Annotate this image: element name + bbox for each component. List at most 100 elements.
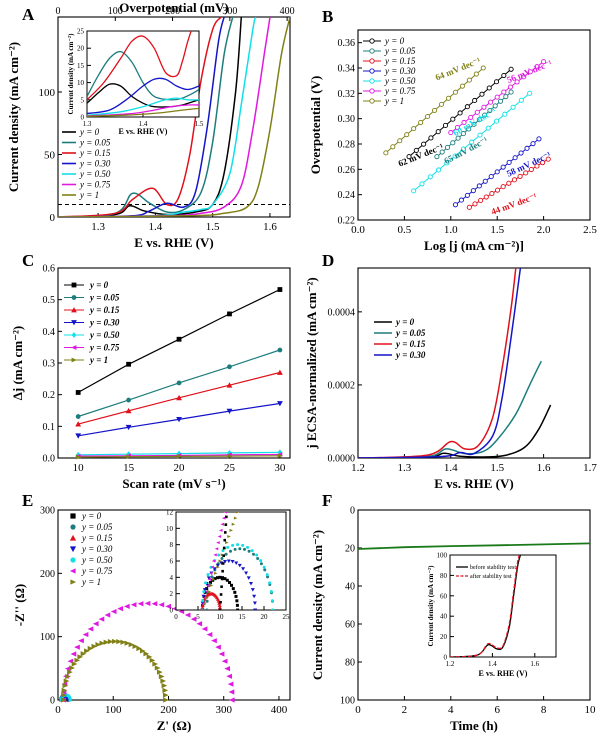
panel-a-xlabel: E vs. RHE (V)	[134, 235, 213, 250]
panel-d-xtick-label: 1.2	[351, 462, 365, 474]
panel-e-inset-data-point	[222, 546, 226, 550]
panel-a-xtick-label: 1.3	[91, 221, 105, 233]
panel-b-data-point	[411, 188, 417, 194]
panel-b-data-point	[545, 156, 551, 162]
panel-b-ytick-label: 0.32	[338, 89, 356, 100]
panel-b-data-point	[404, 132, 410, 138]
panel-f-ytick-label: 100	[340, 696, 355, 707]
panel-b-data-point	[397, 138, 403, 144]
panel-b-data-point	[421, 141, 427, 147]
panel-e-inset-data-point	[252, 594, 257, 599]
panel-c-legend-marker	[71, 282, 77, 288]
panel-e-inset-data-point	[214, 547, 219, 551]
panel-b-ytick-label: 0.28	[338, 140, 356, 151]
panel-e-data-point	[162, 687, 169, 693]
panel-e-legend-marker	[69, 534, 77, 541]
panel-c-data-point	[125, 407, 132, 414]
panel-e-data-point	[163, 697, 169, 703]
panel-e-inset-data-point	[220, 522, 224, 526]
panel-e-inset-data-point	[224, 552, 228, 556]
panel-e-data-point	[211, 638, 217, 644]
panel-d-ytick-label: 0.0002	[328, 380, 356, 391]
panel-b-data-point	[473, 71, 479, 77]
panel-b-data-point	[435, 129, 441, 135]
panel-e-inset-data-point	[211, 577, 216, 581]
panel-e-inset-data-point	[216, 541, 220, 545]
panel-f-inset-plot	[450, 555, 522, 657]
panel-b-xlabel: Log [j (mA cm⁻²)]	[424, 238, 524, 253]
panel-a-ytick-label: 100	[39, 87, 56, 99]
panel-e-inset-data-point	[229, 549, 233, 553]
panel-b-legend-marker	[369, 48, 375, 54]
panel-b-data-point	[502, 111, 508, 117]
panel-a-legend-label: y = 0.50	[79, 169, 111, 179]
panel-c-data-point	[176, 416, 182, 423]
panel-c-legend-marker	[71, 295, 77, 300]
panel-e-data-point	[62, 683, 69, 689]
panel-c-ytick-label: 0.6	[43, 264, 56, 275]
panel-d-legend-label: y = 0.05	[395, 328, 426, 338]
panel-c-data-point	[125, 424, 132, 431]
panel-letter: A	[22, 5, 35, 24]
panel-c-xtick-label: 25	[224, 462, 236, 474]
panel-f-inset-ytick-label: 100	[437, 551, 448, 559]
panel-e-inset-data-point	[205, 587, 209, 591]
panel-e-inset-frame	[175, 511, 287, 611]
panel-e-legend-label: y = 0	[81, 511, 102, 521]
panel-e-inset-data-point	[222, 554, 225, 557]
panel-b-data-point	[493, 118, 500, 124]
panel-c-ytick-label: 0.0	[43, 454, 56, 465]
panel-b-data-point	[482, 112, 488, 118]
panel-f-ytick-label: 80	[345, 658, 355, 669]
panel-f-inset-xlabel: E vs. RHE (V)	[479, 669, 528, 678]
panel-e-data-point	[162, 692, 169, 698]
panel-b-legend-marker	[369, 78, 375, 84]
panel-e-inset-data-point	[247, 549, 251, 553]
panel-letter: C	[22, 251, 34, 270]
panel-e-inset-xtick-label: 15	[239, 613, 247, 621]
panel-e-inset-ytick-label: 0	[170, 606, 174, 614]
panel-b-data-point	[454, 124, 460, 131]
panel-a-ytick-label: 50	[44, 149, 56, 161]
panel-e-inset-data-point	[256, 556, 260, 560]
panel-e-inset-data-point	[231, 587, 235, 591]
panel-d-frame	[357, 267, 591, 459]
panel-b-data-point	[518, 150, 524, 156]
panel-a-inset-series-line	[87, 31, 192, 101]
panel-e-inset-data-point	[201, 599, 205, 603]
chart-panel-c: 10 15 20 25 30 0.0 0.1 0.2 0.3 0.4 0.5 0.6 Scan rate…	[10, 251, 291, 491]
panel-b-data-point	[460, 131, 466, 137]
panel-e-data-point	[107, 639, 114, 645]
panel-e-data-point	[78, 638, 84, 644]
panel-b-data-point	[435, 167, 442, 173]
panel-b-data-point	[530, 141, 536, 147]
panel-b-data-point	[425, 113, 431, 120]
panel-e-inset-data-point	[223, 577, 227, 581]
panel-c-legend-label: y = 0	[89, 280, 109, 290]
panel-c-data-point	[176, 380, 182, 386]
panel-a-series-line	[58, 17, 234, 217]
panel-b-data-point	[482, 178, 488, 184]
panel-e-data-point	[215, 644, 221, 650]
panel-e-inset-data-point	[218, 575, 222, 579]
panel-b-data-point	[480, 65, 486, 71]
panel-e-data-point	[110, 608, 117, 615]
panel-b-ytick-label: 0.36	[338, 38, 356, 49]
panel-c-legend-label: y = 0.50	[89, 330, 120, 340]
panel-a-inset-xtick-label: 1.5	[195, 120, 204, 128]
panel-e-inset-data-point	[246, 545, 250, 549]
panel-a-inset-ytick-label: 15	[77, 62, 85, 70]
panel-e-inset-data-point	[221, 569, 224, 573]
panel-a-inset-ytick-label: 10	[77, 79, 85, 87]
panel-b-xtick-label: 2.5	[583, 224, 597, 236]
panel-e-inset-data-point	[259, 559, 263, 563]
panel-b-data-point	[494, 187, 501, 193]
panel-c-ytick-label: 0.5	[43, 295, 56, 306]
panel-b-data-point	[472, 97, 478, 104]
panel-b-legend-label: y = 0.50	[384, 76, 416, 86]
panel-a-inset-ytick-label: 5	[81, 96, 85, 104]
panel-c-data-point	[227, 364, 232, 370]
panel-e-data-point	[99, 640, 106, 646]
panel-b-data-point	[428, 135, 434, 141]
panel-e-data-point	[95, 641, 102, 648]
